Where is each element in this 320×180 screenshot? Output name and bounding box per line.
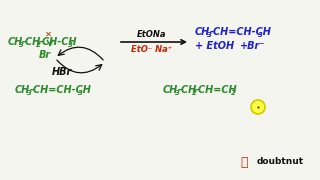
Text: EtONa: EtONa (137, 30, 167, 39)
Text: doubtnut: doubtnut (257, 158, 304, 166)
Text: 3: 3 (19, 42, 24, 48)
Text: 3: 3 (68, 42, 73, 48)
Text: -CH=CH-CH: -CH=CH-CH (210, 27, 272, 37)
Text: 2: 2 (192, 90, 197, 96)
Text: 3: 3 (207, 32, 212, 38)
Text: -CH: -CH (178, 85, 197, 95)
Text: -CH=CH-CH: -CH=CH-CH (30, 85, 92, 95)
Text: ✕: ✕ (44, 30, 52, 39)
Text: EtO⁻ Na⁺: EtO⁻ Na⁺ (132, 44, 172, 53)
Text: Br: Br (39, 50, 51, 60)
Text: HBr: HBr (52, 67, 72, 77)
Text: -CH-CH: -CH-CH (39, 37, 77, 47)
Text: + EtOH: + EtOH (195, 41, 234, 51)
Text: 🎵: 🎵 (240, 156, 248, 168)
Text: 3: 3 (27, 90, 32, 96)
Circle shape (251, 100, 265, 114)
Text: CH: CH (163, 85, 178, 95)
Text: 3: 3 (258, 32, 263, 38)
Text: CH: CH (8, 37, 23, 47)
Text: 3: 3 (78, 90, 83, 96)
Text: 2: 2 (36, 42, 41, 48)
Text: -CH=CH: -CH=CH (195, 85, 238, 95)
Text: 2: 2 (231, 90, 236, 96)
Text: 3: 3 (175, 90, 180, 96)
Text: CH: CH (195, 27, 210, 37)
Text: -CH: -CH (22, 37, 41, 47)
Text: CH: CH (15, 85, 30, 95)
Text: +Br⁻: +Br⁻ (240, 41, 265, 51)
